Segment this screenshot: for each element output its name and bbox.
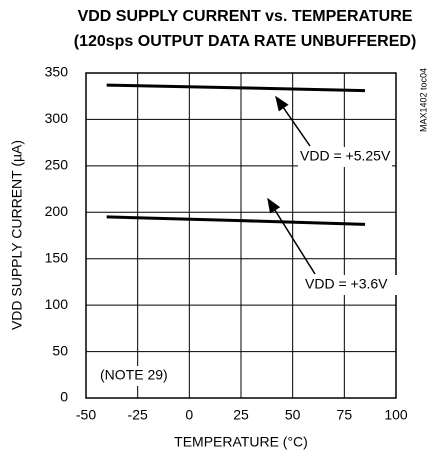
y-tick-label: 150: [45, 249, 69, 265]
label-background: [298, 147, 392, 167]
arrow: [275, 95, 311, 147]
x-tick-label: 100: [384, 407, 408, 423]
chart-subtitle: (120sps OUTPUT DATA RATE UNBUFFERED): [74, 33, 417, 50]
y-tick-label: 300: [45, 110, 69, 126]
series-line: [106, 83, 366, 93]
series-line: [106, 215, 366, 226]
x-tick-label: 25: [233, 407, 249, 423]
chart-title: VDD SUPPLY CURRENT vs. TEMPERATURE: [78, 8, 413, 25]
annotation: MAX1402 toc04: [418, 68, 428, 132]
x-tick-label: 0: [185, 407, 193, 423]
y-tick-label: 0: [60, 389, 68, 405]
y-tick-label: 250: [45, 157, 69, 173]
arrow: [267, 197, 316, 275]
y-axis-label: VDD SUPPLY CURRENT (µA): [9, 140, 25, 330]
x-tick-label: -25: [128, 407, 148, 423]
y-tick-label: 350: [45, 64, 69, 80]
x-tick-label: -50: [76, 407, 96, 423]
x-axis-label: TEMPERATURE (°C): [174, 434, 308, 450]
series-label: VDD = +3.6V: [305, 276, 388, 292]
label-background: [303, 275, 397, 295]
series-label: VDD = +5.25V: [300, 148, 391, 164]
plot-frame: [85, 72, 397, 399]
y-tick-label: 100: [45, 296, 69, 312]
x-tick-label: 50: [285, 407, 301, 423]
y-tick-label: 50: [52, 342, 68, 358]
note-background: [96, 366, 170, 386]
y-tick-label: 200: [45, 203, 69, 219]
x-tick-label: 75: [337, 407, 353, 423]
annotation: (NOTE 29): [100, 367, 168, 383]
